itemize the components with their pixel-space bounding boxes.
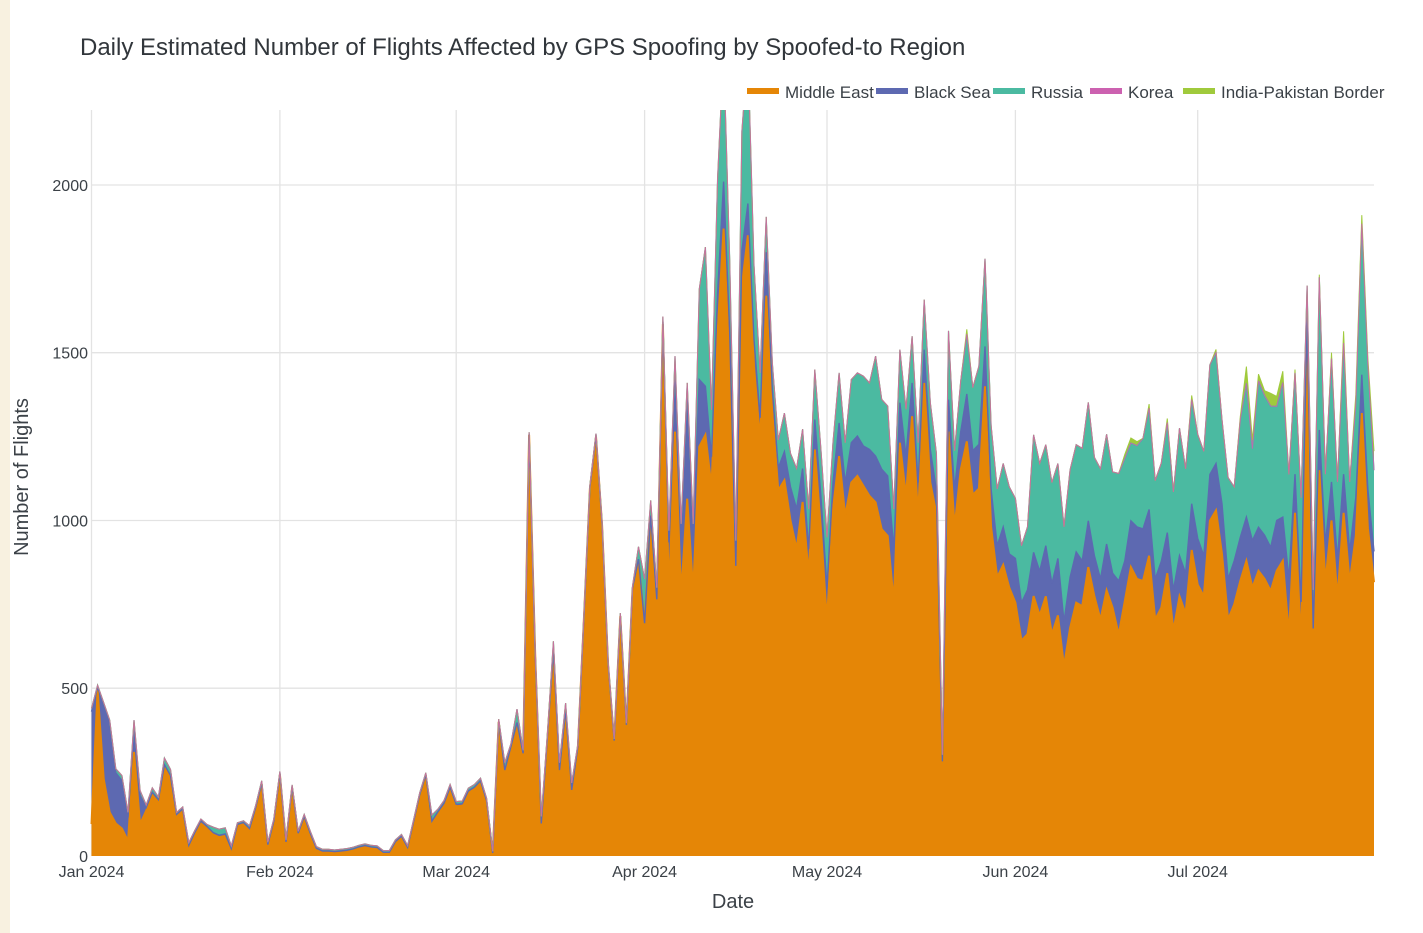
svg-text:Mar 2024: Mar 2024 bbox=[422, 864, 490, 881]
svg-text:Korea: Korea bbox=[1128, 83, 1174, 102]
svg-text:Russia: Russia bbox=[1031, 83, 1084, 102]
svg-text:India-Pakistan Border: India-Pakistan Border bbox=[1221, 83, 1385, 102]
svg-text:0: 0 bbox=[79, 849, 88, 866]
svg-text:2000: 2000 bbox=[52, 178, 88, 195]
svg-text:Daily Estimated Number of Flig: Daily Estimated Number of Flights Affect… bbox=[80, 34, 965, 61]
svg-text:Jul 2024: Jul 2024 bbox=[1167, 864, 1228, 881]
svg-text:500: 500 bbox=[61, 681, 88, 698]
svg-text:Jun 2024: Jun 2024 bbox=[982, 864, 1048, 881]
svg-text:Date: Date bbox=[712, 891, 754, 913]
svg-text:1000: 1000 bbox=[52, 514, 88, 531]
svg-text:Jan 2024: Jan 2024 bbox=[59, 864, 125, 881]
svg-text:Number of Flights: Number of Flights bbox=[11, 398, 33, 556]
svg-text:Feb 2024: Feb 2024 bbox=[246, 864, 314, 881]
svg-text:May 2024: May 2024 bbox=[792, 864, 862, 881]
svg-text:Middle East: Middle East bbox=[785, 83, 874, 102]
svg-text:Apr 2024: Apr 2024 bbox=[612, 864, 677, 881]
svg-text:Black Sea: Black Sea bbox=[914, 83, 991, 102]
svg-text:1500: 1500 bbox=[52, 346, 88, 363]
